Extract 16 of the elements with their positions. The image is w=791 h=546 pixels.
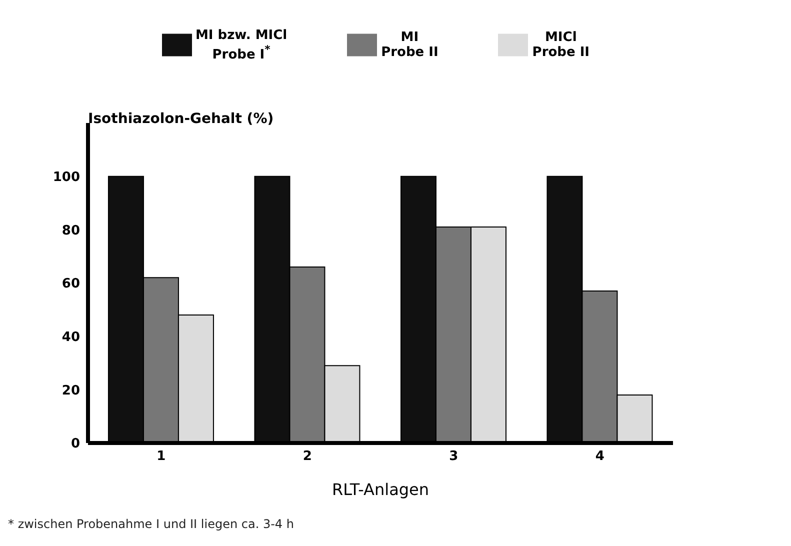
- y-tick-label: 0: [70, 436, 80, 452]
- legend-label: MICl Probe II: [532, 30, 590, 60]
- text: * zwischen Probenahme I und II liegen ca. 3-4 h: [8, 517, 295, 531]
- y-tick-label: 100: [52, 170, 80, 185]
- legend-label: MI Probe II: [381, 30, 438, 60]
- y-tick-label: 40: [62, 330, 80, 345]
- y-axis-title: Isothiazolon-Gehalt (%): [88, 111, 274, 127]
- x-tick-label: 2: [302, 449, 312, 464]
- x-axis-title: RLT-Anlagen: [332, 480, 430, 499]
- x-tick-label: 3: [449, 449, 458, 464]
- legend-label: MI bzw. MICl Probe I$^{*}$: [196, 28, 288, 62]
- y-tick-label: 80: [62, 223, 80, 238]
- y-tick-label: 20: [62, 383, 80, 398]
- x-tick-label: 4: [595, 449, 604, 464]
- x-tick-label: 1: [156, 449, 166, 464]
- y-tick-label: 60: [62, 276, 80, 292]
